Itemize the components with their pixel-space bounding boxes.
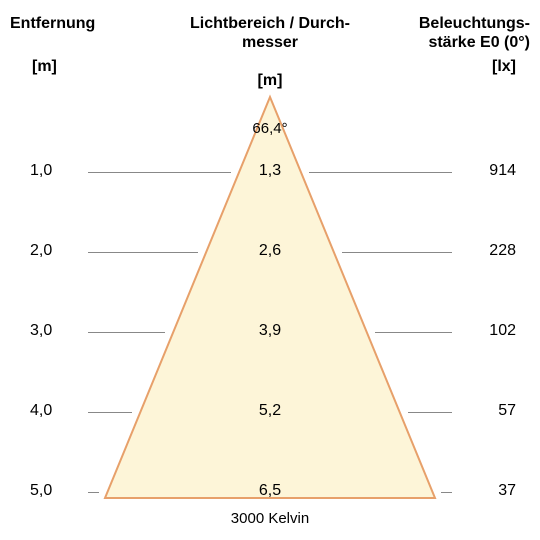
tick-right — [342, 252, 452, 253]
tick-right — [408, 412, 452, 413]
tick-left — [88, 172, 231, 173]
tick-left — [88, 332, 165, 333]
header-left: Entfernung — [10, 14, 130, 33]
unit-mid: [m] — [258, 72, 283, 90]
diameter-value: 5,2 — [259, 402, 281, 420]
illuminance-value: 914 — [489, 162, 516, 180]
tick-left — [88, 252, 198, 253]
illuminance-value: 102 — [489, 322, 516, 340]
unit-left: [m] — [32, 58, 57, 76]
tick-right — [441, 492, 452, 493]
illuminance-value: 57 — [498, 402, 516, 420]
color-temperature: 3000 Kelvin — [231, 510, 309, 527]
beam-angle: 66,4° — [252, 120, 287, 137]
diameter-value: 1,3 — [259, 162, 281, 180]
illuminance-value: 228 — [489, 242, 516, 260]
diameter-value: 3,9 — [259, 322, 281, 340]
diameter-value: 6,5 — [259, 482, 281, 500]
distance-value: 1,0 — [30, 162, 52, 180]
tick-right — [309, 172, 452, 173]
light-cone — [105, 97, 435, 498]
diameter-value: 2,6 — [259, 242, 281, 260]
tick-right — [375, 332, 452, 333]
illuminance-value: 37 — [498, 482, 516, 500]
tick-left — [88, 492, 99, 493]
distance-value: 5,0 — [30, 482, 52, 500]
header-right: Beleuchtungs- stärke E0 (0°) — [370, 14, 530, 52]
distance-value: 3,0 — [30, 322, 52, 340]
tick-left — [88, 412, 132, 413]
distance-value: 2,0 — [30, 242, 52, 260]
unit-right: [lx] — [492, 58, 516, 76]
distance-value: 4,0 — [30, 402, 52, 420]
header-mid: Lichtbereich / Durch- messer — [180, 14, 360, 52]
